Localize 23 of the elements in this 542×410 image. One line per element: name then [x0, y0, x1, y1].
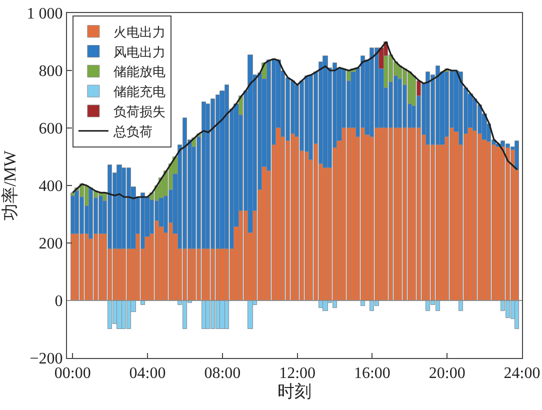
y-tick-label: 1 000 [26, 6, 63, 23]
y-tick-label: 0 [54, 293, 63, 310]
x-tick-label: 12:00 [279, 365, 316, 382]
x-tick-label: 08:00 [204, 365, 241, 382]
legend-label: 储能充电 [113, 84, 166, 100]
x-tick-label: 04:00 [129, 365, 166, 382]
x-tick-label: 16:00 [354, 365, 390, 382]
y-tick-label: 800 [38, 63, 63, 80]
legend-label: 总负荷 [112, 124, 152, 139]
y-tick-label: 400 [38, 178, 63, 196]
y-tick-label: 200 [38, 236, 63, 253]
y-axis-title: 功率/MW [0, 150, 20, 220]
legend-label: 负荷损失 [113, 104, 166, 120]
y-tick-label: −200 [30, 350, 63, 368]
line-series [72, 40, 518, 200]
x-tick-label: 24:00 [504, 365, 540, 382]
y-tick-label: 600 [38, 120, 63, 138]
legend-label: 风电出力 [113, 44, 166, 60]
legend-label: 储能放电 [113, 64, 166, 80]
legend-label: 火电出力 [113, 24, 166, 40]
x-tick-label: 00:00 [54, 365, 91, 382]
x-axis-title: 时刻 [278, 382, 312, 402]
x-tick-label: 20:00 [428, 365, 466, 382]
